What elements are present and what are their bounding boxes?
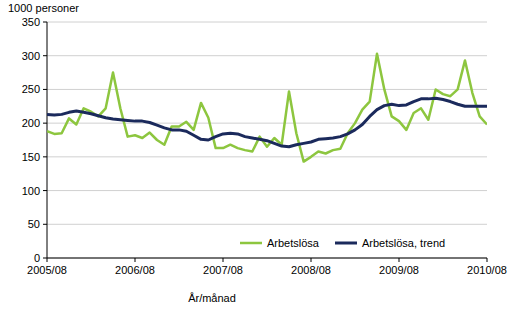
- x-tick-label: 2010/08: [467, 264, 507, 276]
- plot-area: [47, 54, 487, 162]
- title: 1000 personer: [8, 2, 79, 14]
- grid-line: [47, 55, 487, 56]
- x-axis: [47, 258, 487, 259]
- x-tick-label: 2009/08: [379, 264, 419, 276]
- y-tick-label: 250: [22, 83, 40, 95]
- x-tick: [223, 258, 224, 262]
- series-line: [47, 98, 487, 147]
- legend-swatch: [335, 242, 357, 245]
- y-tick: [43, 123, 47, 124]
- y-tick: [43, 258, 47, 259]
- y-tick: [43, 224, 47, 225]
- x-tick: [47, 258, 48, 262]
- x-tick: [487, 258, 488, 262]
- y-tick: [43, 22, 47, 23]
- x-tick: [311, 258, 312, 262]
- grid-line: [47, 89, 487, 90]
- x-tick-label: 2008/08: [291, 264, 331, 276]
- y-tick: [43, 190, 47, 191]
- series-line: [47, 54, 487, 162]
- y-tick: [43, 89, 47, 90]
- legend-swatch: [240, 242, 262, 245]
- grid-line: [47, 190, 487, 191]
- grid-line: [47, 224, 487, 225]
- x-tick: [399, 258, 400, 262]
- grid-line: [47, 258, 487, 259]
- y-tick-label: 350: [22, 16, 40, 28]
- y-tick: [43, 55, 47, 56]
- y-axis: [47, 22, 48, 258]
- legend-label: Arbetslösa: [267, 237, 320, 249]
- x-tick-label: 2006/08: [115, 264, 155, 276]
- legend: Arbetslösa Arbetslösa, trend: [240, 237, 445, 249]
- x-tick: [135, 258, 136, 262]
- y-tick-label: 50: [28, 218, 40, 230]
- grid-line: [47, 123, 487, 124]
- y-tick-label: 0: [34, 252, 40, 264]
- y-tick-label: 300: [22, 50, 40, 62]
- x-axis-label: År/månad: [188, 292, 236, 304]
- y-tick-label: 200: [22, 117, 40, 129]
- chart: 0 50 100 150 200 250 300 350 2005/08 2006/08 2007/…: [0, 0, 519, 312]
- grid-line: [47, 22, 487, 23]
- grid-line: [47, 156, 487, 157]
- legend-label: Arbetslösa, trend: [362, 237, 445, 249]
- y-tick-label: 150: [22, 151, 40, 163]
- x-tick-label: 2005/08: [27, 264, 67, 276]
- x-tick-label: 2007/08: [203, 264, 243, 276]
- y-tick: [43, 156, 47, 157]
- y-tick-label: 100: [22, 185, 40, 197]
